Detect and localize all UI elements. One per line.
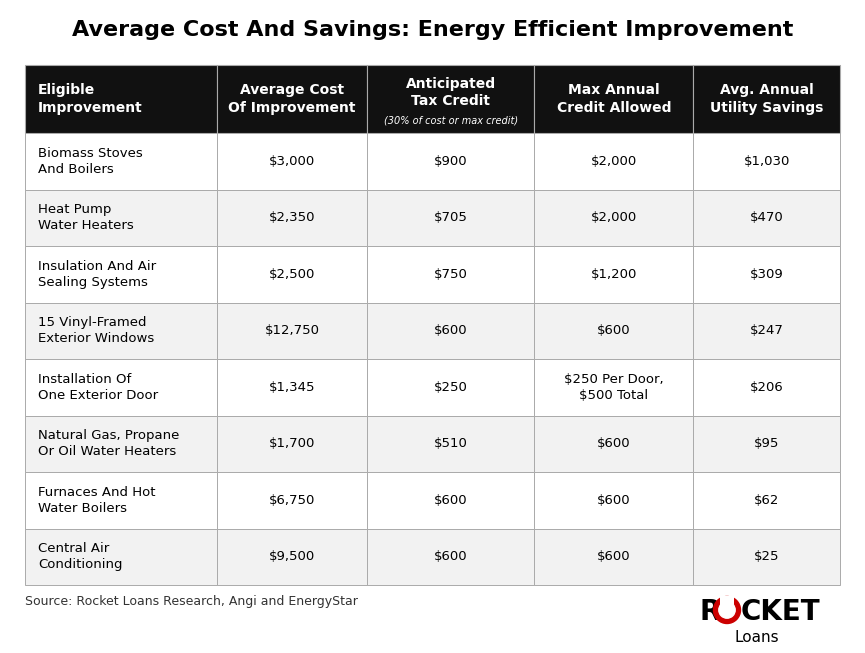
Bar (216, 359, 368, 415)
Bar (216, 133, 368, 189)
Text: $1,345: $1,345 (269, 381, 315, 394)
Text: $600: $600 (597, 494, 631, 507)
Bar (535, 133, 694, 189)
Text: $206: $206 (750, 381, 784, 394)
Text: $2,500: $2,500 (269, 268, 315, 281)
Bar (694, 528, 840, 585)
Bar (694, 189, 840, 246)
Bar (25, 65, 216, 133)
Bar (694, 359, 840, 415)
Bar (216, 302, 368, 359)
Bar (216, 415, 368, 472)
Text: Loans: Loans (734, 631, 779, 646)
Text: $600: $600 (434, 550, 468, 564)
Text: $12,750: $12,750 (265, 325, 319, 337)
Bar (368, 133, 535, 189)
Text: Furnaces And Hot
Water Boilers: Furnaces And Hot Water Boilers (38, 486, 156, 515)
Text: $250: $250 (434, 381, 468, 394)
Text: Heat Pump
Water Heaters: Heat Pump Water Heaters (38, 203, 134, 232)
Text: $1,030: $1,030 (743, 155, 790, 168)
Bar (694, 472, 840, 528)
Text: $600: $600 (597, 325, 631, 337)
Text: Average Cost And Savings: Energy Efficient Improvement: Average Cost And Savings: Energy Efficie… (72, 20, 793, 40)
Bar (25, 472, 216, 528)
Bar (535, 65, 694, 133)
Bar (535, 246, 694, 302)
Text: Average Cost
Of Improvement: Average Cost Of Improvement (228, 83, 356, 115)
Text: (30% of cost or max credit): (30% of cost or max credit) (384, 116, 518, 126)
Circle shape (719, 602, 735, 618)
Text: $750: $750 (434, 268, 468, 281)
Text: Installation Of
One Exterior Door: Installation Of One Exterior Door (38, 373, 158, 402)
Bar (720, 596, 734, 607)
Text: $2,000: $2,000 (591, 212, 637, 224)
Bar (25, 359, 216, 415)
Bar (368, 359, 535, 415)
Text: $600: $600 (434, 325, 468, 337)
Text: $95: $95 (754, 438, 779, 451)
Bar (368, 472, 535, 528)
Text: Avg. Annual
Utility Savings: Avg. Annual Utility Savings (710, 83, 823, 115)
Bar (535, 302, 694, 359)
Text: $6,750: $6,750 (269, 494, 315, 507)
Bar (216, 65, 368, 133)
Bar (216, 528, 368, 585)
Text: Central Air
Conditioning: Central Air Conditioning (38, 542, 123, 571)
Text: $250 Per Door,
$500 Total: $250 Per Door, $500 Total (564, 373, 663, 402)
Text: $600: $600 (597, 550, 631, 564)
Text: $600: $600 (597, 438, 631, 451)
Bar (216, 246, 368, 302)
Bar (368, 302, 535, 359)
Text: $25: $25 (754, 550, 779, 564)
Bar (368, 415, 535, 472)
Text: $9,500: $9,500 (269, 550, 315, 564)
Text: $1,200: $1,200 (591, 268, 637, 281)
Bar (694, 415, 840, 472)
Text: $62: $62 (754, 494, 779, 507)
Bar (535, 415, 694, 472)
Text: $900: $900 (434, 155, 468, 168)
Bar (25, 133, 216, 189)
Text: $309: $309 (750, 268, 784, 281)
Bar (535, 528, 694, 585)
Text: R: R (699, 598, 721, 626)
Text: $247: $247 (750, 325, 784, 337)
Bar (216, 189, 368, 246)
Text: $470: $470 (750, 212, 784, 224)
Text: Eligible
Improvement: Eligible Improvement (38, 84, 143, 115)
Text: Insulation And Air
Sealing Systems: Insulation And Air Sealing Systems (38, 260, 156, 289)
Bar (25, 415, 216, 472)
Text: $1,700: $1,700 (269, 438, 315, 451)
Bar (368, 189, 535, 246)
Text: Natural Gas, Propane
Or Oil Water Heaters: Natural Gas, Propane Or Oil Water Heater… (38, 429, 179, 458)
Text: $705: $705 (434, 212, 468, 224)
Text: $510: $510 (434, 438, 468, 451)
Bar (25, 189, 216, 246)
Bar (25, 528, 216, 585)
Bar (535, 189, 694, 246)
Text: $2,000: $2,000 (591, 155, 637, 168)
Text: $600: $600 (434, 494, 468, 507)
Bar (694, 133, 840, 189)
Text: 15 Vinyl-Framed
Exterior Windows: 15 Vinyl-Framed Exterior Windows (38, 316, 154, 345)
Circle shape (714, 596, 740, 624)
Bar (216, 472, 368, 528)
Text: $2,350: $2,350 (269, 212, 315, 224)
Bar (535, 472, 694, 528)
Text: Max Annual
Credit Allowed: Max Annual Credit Allowed (556, 83, 671, 115)
Bar (368, 246, 535, 302)
Text: Anticipated
Tax Credit: Anticipated Tax Credit (406, 76, 496, 108)
Text: Biomass Stoves
And Boilers: Biomass Stoves And Boilers (38, 147, 143, 176)
Bar (368, 65, 535, 133)
Bar (694, 302, 840, 359)
Text: $3,000: $3,000 (269, 155, 315, 168)
Bar (694, 65, 840, 133)
Bar (368, 528, 535, 585)
Bar (25, 246, 216, 302)
Bar (25, 302, 216, 359)
Text: Source: Rocket Loans Research, Angi and EnergyStar: Source: Rocket Loans Research, Angi and … (25, 595, 358, 608)
Text: CKET: CKET (741, 598, 821, 626)
Bar (535, 359, 694, 415)
Bar (694, 246, 840, 302)
